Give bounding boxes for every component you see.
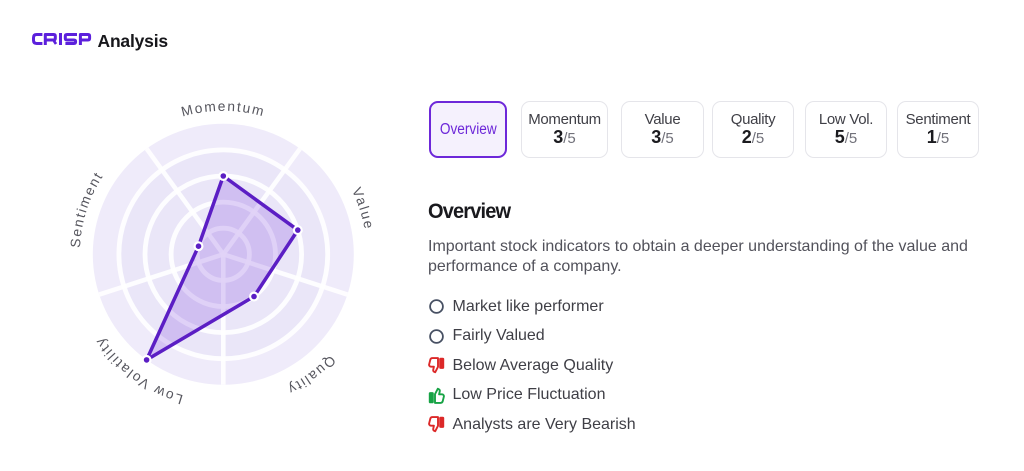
svg-text:Value: Value — [349, 185, 377, 231]
svg-text:Momentum: Momentum — [180, 99, 267, 120]
